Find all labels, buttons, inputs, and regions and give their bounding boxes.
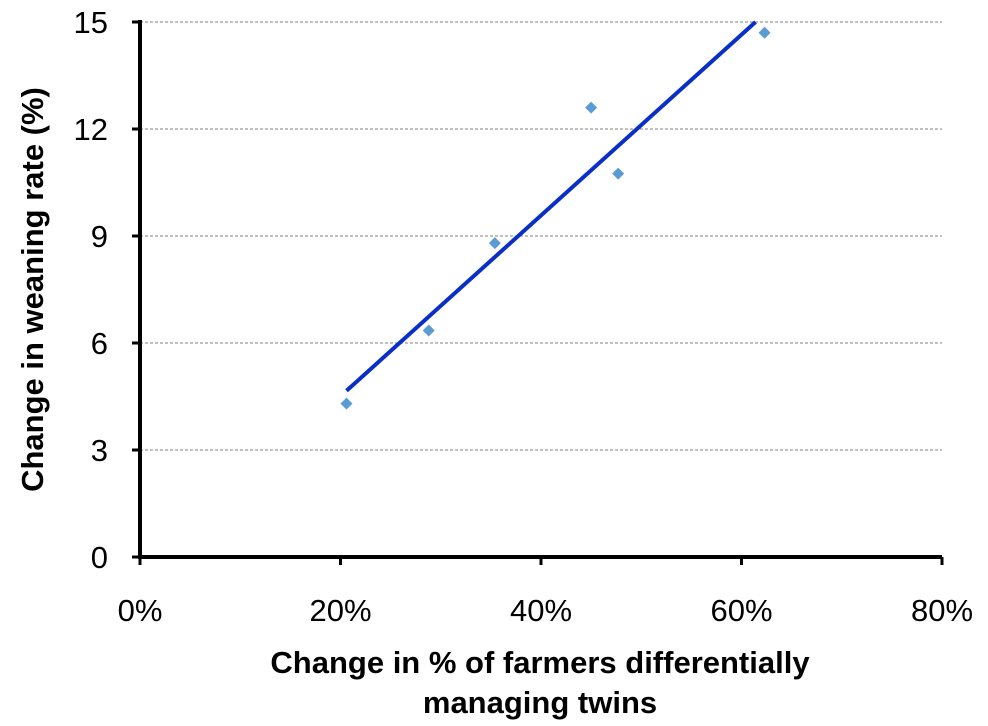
x-axis-title-line-1: Change in % of farmers differentially — [270, 645, 810, 680]
data-point — [758, 26, 771, 39]
x-tick-label: 0% — [118, 593, 163, 628]
data-point — [488, 237, 501, 250]
y-tick-label: 3 — [91, 433, 108, 468]
x-axis-ticks: 0% 20% 40% 60% 80% — [118, 557, 973, 628]
axes — [138, 20, 942, 559]
data-point — [422, 324, 435, 337]
x-tick-label: 80% — [911, 593, 973, 628]
data-point — [585, 101, 598, 114]
data-points — [340, 26, 771, 410]
x-tick-label: 40% — [510, 593, 572, 628]
y-tick-label: 15 — [74, 5, 108, 40]
y-tick-label: 0 — [91, 540, 108, 575]
y-tick-label: 9 — [91, 219, 108, 254]
trendline — [345, 20, 757, 393]
x-axis-title-line-2: managing twins — [423, 685, 657, 720]
x-tick-label: 20% — [309, 593, 371, 628]
y-axis-title: Change in weaning rate (%) — [15, 87, 50, 492]
data-point — [612, 167, 625, 180]
trendline-group — [345, 20, 757, 393]
gridlines — [140, 21, 942, 451]
y-tick-label: 12 — [74, 112, 108, 147]
y-tick-label: 6 — [91, 326, 108, 361]
x-tick-label: 60% — [710, 593, 772, 628]
y-axis-ticks: 0 3 6 9 12 15 — [74, 5, 140, 575]
data-point — [340, 397, 353, 410]
